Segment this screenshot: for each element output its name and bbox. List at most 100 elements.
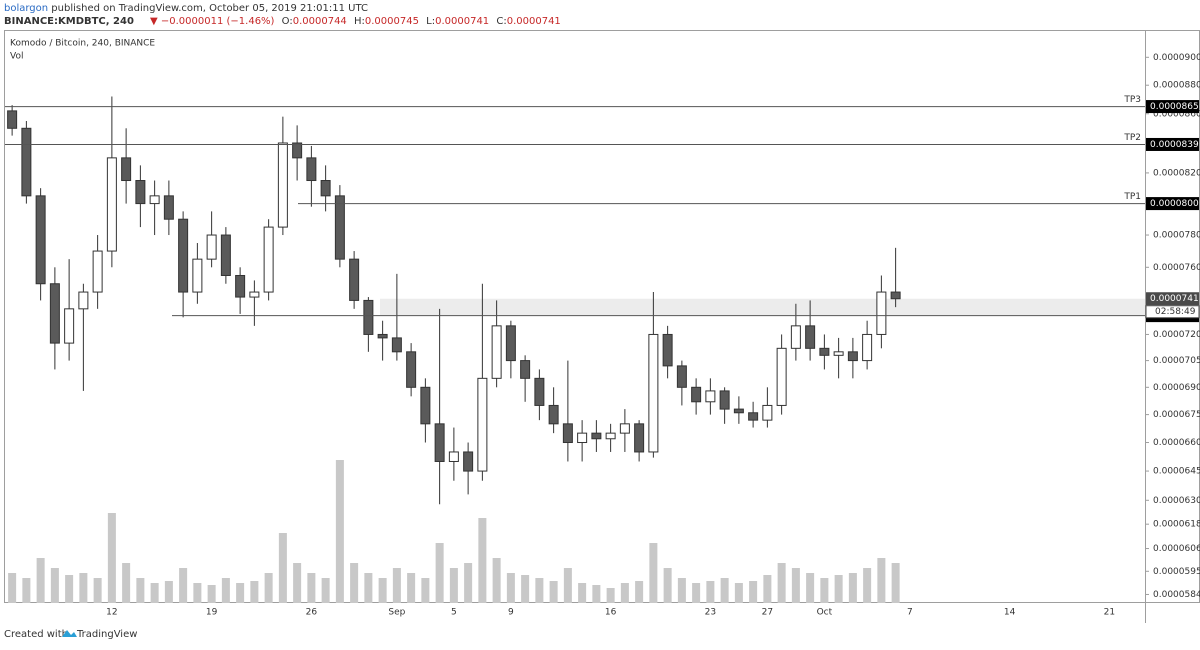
footer-created: Created with bbox=[4, 629, 68, 640]
volume-bar bbox=[321, 578, 330, 603]
volume-bar bbox=[179, 568, 188, 603]
x-tick-label: 9 bbox=[508, 608, 514, 618]
candle-body bbox=[619, 423, 630, 434]
candle-body bbox=[377, 333, 388, 339]
change-line: ▼ −0.0000011 (−1.46%) O:0.0000744 H:0.00… bbox=[150, 16, 561, 27]
candle-body bbox=[463, 451, 474, 472]
countdown: 02:58:49 bbox=[1155, 307, 1196, 317]
volume-bar bbox=[563, 568, 572, 603]
volume-bar bbox=[677, 578, 686, 603]
y-tick-label: 0.0000820 bbox=[1153, 168, 1200, 178]
header-line: bolargon published on TradingView.com, O… bbox=[4, 3, 368, 14]
volume-bar bbox=[50, 568, 59, 603]
y-tick-label: 0.0000595 bbox=[1153, 567, 1200, 577]
volume-bar bbox=[278, 533, 287, 603]
volume-bar bbox=[863, 568, 872, 603]
candle-body bbox=[819, 347, 830, 356]
footer-brand: TradingView bbox=[76, 629, 137, 640]
volume-bar bbox=[65, 575, 74, 603]
zone bbox=[380, 298, 1145, 316]
candle-body bbox=[92, 250, 103, 293]
candle-body bbox=[591, 432, 602, 440]
candle-body bbox=[534, 377, 545, 406]
candle-body bbox=[491, 325, 502, 379]
candle-body bbox=[805, 325, 816, 349]
candle-body bbox=[306, 157, 317, 182]
countdown-box bbox=[1145, 305, 1200, 319]
y-tick-label: 0.0000720 bbox=[1153, 330, 1200, 340]
x-tick-label: Sep bbox=[388, 608, 405, 618]
volume-bar bbox=[8, 573, 17, 603]
x-tick-label: 27 bbox=[762, 608, 773, 618]
candle-body bbox=[320, 180, 331, 197]
volume-bar bbox=[848, 573, 857, 603]
candle-body bbox=[21, 127, 32, 197]
candle-body bbox=[676, 365, 687, 388]
ohlc-value: 0.0000741 bbox=[507, 16, 561, 27]
volume-bar bbox=[407, 573, 416, 603]
brand-logo bbox=[62, 630, 77, 637]
candle-body bbox=[7, 110, 18, 129]
volume-bar bbox=[492, 558, 501, 603]
y-tick-label: 0.0000645 bbox=[1153, 467, 1200, 477]
x-tick-label: 12 bbox=[106, 608, 117, 618]
y-tick-label: 0.0000705 bbox=[1153, 356, 1200, 366]
volume-bar bbox=[22, 578, 31, 603]
candle-body bbox=[634, 423, 645, 453]
volume-bar bbox=[663, 568, 672, 603]
volume-bar bbox=[834, 575, 843, 603]
candle-body bbox=[78, 291, 89, 310]
volume-bar bbox=[207, 585, 216, 603]
volume-bar bbox=[806, 573, 815, 603]
volume-bar bbox=[236, 583, 245, 603]
candle-body bbox=[477, 377, 488, 472]
volume-bar bbox=[692, 583, 701, 603]
x-tick-label: Oct bbox=[817, 608, 833, 618]
y-tick-label: 0.0000760 bbox=[1153, 263, 1200, 273]
last-price-label: 0.0000741 bbox=[1150, 294, 1199, 304]
volume-bar bbox=[435, 543, 444, 603]
volume-bar bbox=[293, 563, 302, 603]
candle-body bbox=[890, 291, 901, 300]
author: bolargon bbox=[4, 3, 48, 14]
y-tick-label: 0.0000690 bbox=[1153, 383, 1200, 393]
candle-body bbox=[790, 325, 801, 349]
volume-bar bbox=[193, 583, 202, 603]
candle-body bbox=[235, 274, 246, 298]
volume-bar bbox=[734, 583, 743, 603]
x-tick-label: 21 bbox=[1104, 608, 1115, 618]
plot: 0.0000900 0.0000880 0.0000860 0.0000820 0.00… bbox=[5, 53, 1200, 618]
candle-body bbox=[833, 351, 844, 356]
y-tick-label: 0.0000780 bbox=[1153, 231, 1200, 241]
volume-bar bbox=[449, 568, 458, 603]
candle-body bbox=[762, 404, 773, 421]
y-tick-label: 0.0000584 bbox=[1153, 590, 1200, 600]
candle-body bbox=[577, 432, 588, 444]
candle-body bbox=[49, 283, 60, 344]
candle-body bbox=[192, 258, 203, 293]
ohlc-key: C: bbox=[496, 16, 506, 27]
volume-bar bbox=[307, 573, 316, 603]
candle-body bbox=[363, 299, 374, 335]
volume-bar bbox=[535, 578, 544, 603]
candle-body bbox=[249, 291, 260, 298]
volume-bar bbox=[122, 563, 131, 603]
candle-body bbox=[605, 432, 616, 440]
volume-bar bbox=[592, 585, 601, 603]
volume-bar bbox=[777, 563, 786, 603]
volume-bar bbox=[791, 568, 800, 603]
volume-bar bbox=[820, 578, 829, 603]
candle-body bbox=[662, 333, 673, 367]
volume-bar bbox=[606, 588, 615, 603]
ohlc-key: O: bbox=[282, 16, 293, 27]
candle-body bbox=[520, 360, 531, 379]
candle-body bbox=[648, 333, 659, 453]
candle-body bbox=[876, 291, 887, 335]
volume-bar bbox=[506, 573, 515, 603]
volume-bar bbox=[763, 575, 772, 603]
candle-body bbox=[35, 195, 46, 285]
candle-body bbox=[220, 234, 231, 276]
y-tick-label: 0.0000660 bbox=[1153, 438, 1200, 448]
y-tick-label: 0.0000606 bbox=[1153, 544, 1200, 554]
